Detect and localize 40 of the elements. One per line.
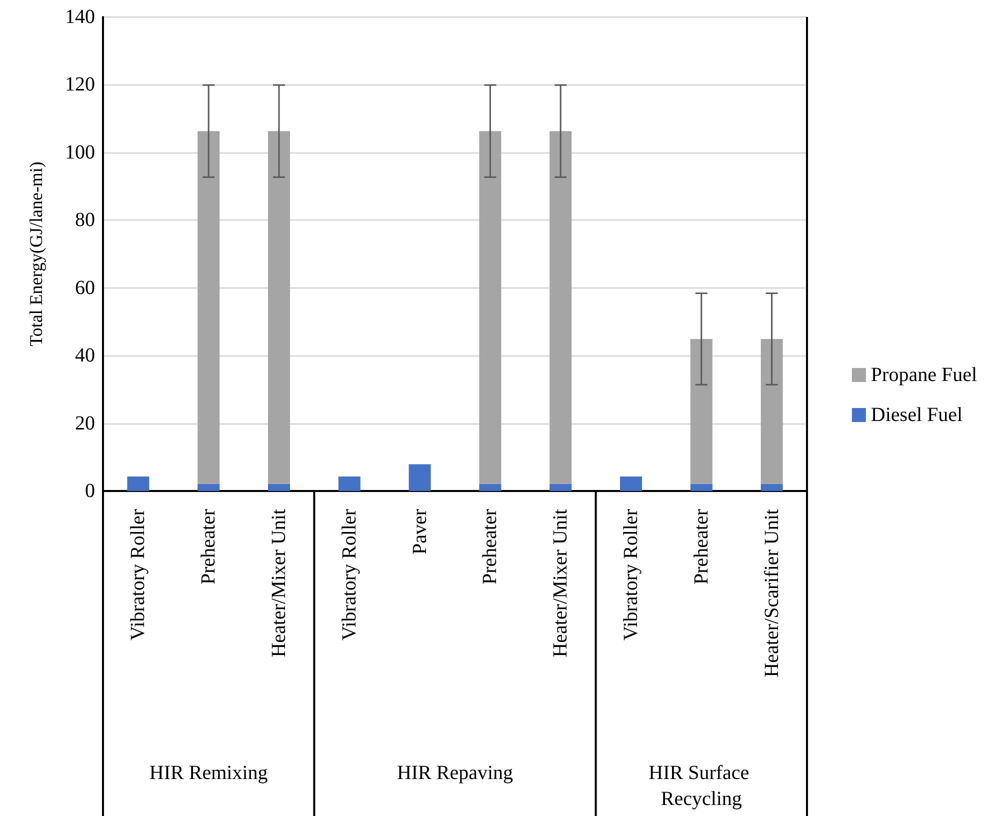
x-tick-label: Vibratory Roller [620,508,642,641]
x-tick-label: Heater/Mixer Unit [268,508,290,658]
bar [690,484,712,491]
x-tick-label: Vibratory Roller [338,508,360,641]
text: HIR Surface Recycling [648,762,754,810]
bar [198,131,220,484]
bar [338,476,360,491]
text: HIR Repaving [396,762,514,784]
x-tick-label: Heater/Mixer Unit [550,508,572,658]
x-tick-label: Preheater [690,508,712,585]
y-axis-title: Total Energy(GJ/lane-mi) [26,162,46,346]
x-tick-label: Preheater [198,508,220,585]
bar [550,484,572,491]
bar [550,131,572,484]
x-tick-label: Heater/Scarifier Unit [760,508,783,678]
text: HIR Remixing [149,762,268,784]
bar [408,464,431,491]
y-tick-label: 60 [75,276,95,299]
bar [268,484,290,491]
y-tick-label: 140 [65,6,95,28]
bar [690,338,712,484]
y-tick-label: 120 [65,74,95,96]
bar [479,131,502,484]
y-tick-label: 20 [75,412,95,434]
bar [127,476,150,491]
y-tick-label: 0 [85,480,95,502]
bar [479,484,502,491]
y-tick-label: 80 [75,209,95,232]
legend-label: Propane Fuel [870,364,978,386]
bar [760,338,783,484]
legend-label: Diesel Fuel [870,404,963,426]
x-tick-label: Preheater [479,508,502,585]
x-tick-label: Paver [408,508,431,555]
y-tick-label: 40 [75,344,95,367]
x-tick-label: Vibratory Roller [127,508,150,641]
bar [198,484,220,491]
bar [760,484,783,491]
bar [268,131,290,484]
bar [620,476,642,491]
y-tick-label: 100 [65,141,95,164]
